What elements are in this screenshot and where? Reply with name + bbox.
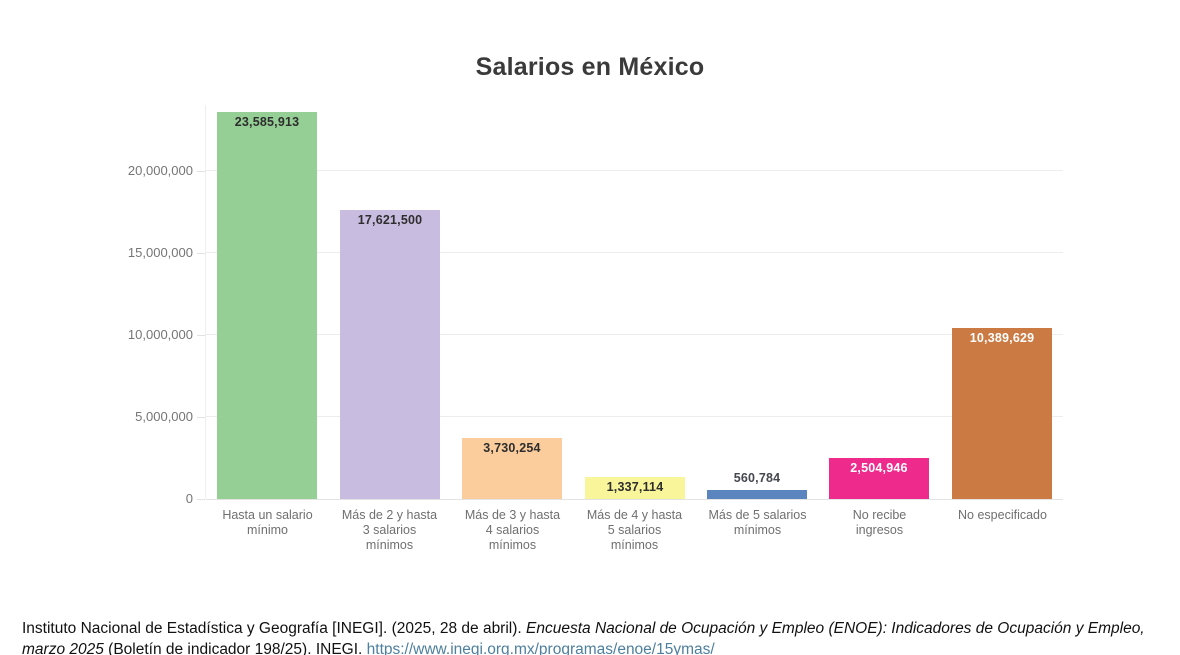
y-axis-tick xyxy=(197,252,205,254)
y-axis-label: 5,000,000 xyxy=(135,408,193,424)
bar-chart-plot-area: 0 5,000,000 10,000,000 15,000,000 20,000,000… xyxy=(128,105,1063,552)
citation-text-tail: (Boletín de indicador 198/25). INEGI. xyxy=(103,640,367,655)
x-axis-category-label: Más de 3 y hasta 4 salarios mínimos xyxy=(464,508,561,552)
y-gridline xyxy=(206,499,1063,500)
x-axis-category-label: Más de 4 y hasta 5 salarios mínimos xyxy=(586,508,683,552)
y-axis-tick xyxy=(197,334,205,336)
y-axis-label: 10,000,000 xyxy=(127,326,193,342)
bar: 23,585,913 xyxy=(217,112,317,499)
citation-text-lead: Instituto Nacional de Estadística y Geog… xyxy=(22,619,527,637)
y-gridline xyxy=(206,251,1063,253)
y-axis-label: 15,000,000 xyxy=(127,244,193,260)
citation-link[interactable]: https://www.inegi.org.mx/programas/enoe/… xyxy=(366,640,715,655)
bar-value-label: 10,389,629 xyxy=(969,331,1035,345)
y-gridline xyxy=(206,169,1063,171)
bar: 10,389,629 xyxy=(952,328,1052,499)
x-axis-category-label: No recibe ingresos xyxy=(852,508,907,537)
y-gridline xyxy=(206,415,1063,417)
bar-value-label: 3,730,254 xyxy=(483,441,541,455)
bar-value-label: 560,784 xyxy=(733,471,781,485)
bar: 1,337,114 xyxy=(585,477,685,499)
bar-value-label: 1,337,114 xyxy=(606,480,664,494)
chart-title: Salarios en México xyxy=(475,53,705,81)
bar: 17,621,500 xyxy=(340,210,440,499)
bar: 3,730,254 xyxy=(462,438,562,499)
citation: Instituto Nacional de Estadística y Geog… xyxy=(22,618,1162,655)
y-axis-tick xyxy=(197,416,205,418)
y-axis-label: 0 xyxy=(185,491,193,506)
bar: 560,784 xyxy=(707,471,807,499)
y-axis-tick xyxy=(197,499,205,500)
bar-value-label: 17,621,500 xyxy=(357,213,423,227)
x-axis-category-label: Más de 2 y hasta 3 salarios mínimos xyxy=(341,508,438,552)
citation-source-title: Encuesta Nacional de Ocupación y Empleo … xyxy=(22,619,1145,655)
y-axis-tick xyxy=(197,170,205,172)
y-gridline xyxy=(206,333,1063,335)
x-axis-category-label: Hasta un salario mínimo xyxy=(222,508,313,537)
bar-value-label: 2,504,946 xyxy=(850,461,908,475)
x-axis-category-label: No especificado xyxy=(958,508,1047,522)
bar-value-label: 23,585,913 xyxy=(234,115,300,129)
x-axis-category-label: Más de 5 salarios mínimos xyxy=(708,508,807,537)
bar: 2,504,946 xyxy=(829,458,929,499)
y-axis-label: 20,000,000 xyxy=(127,162,193,178)
